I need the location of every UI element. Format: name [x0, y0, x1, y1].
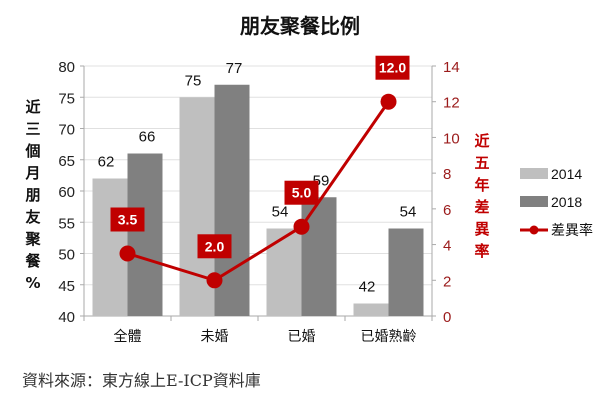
chart-title: 朋友聚餐比例	[240, 14, 360, 38]
legend-swatch-2014	[520, 168, 548, 179]
diff-rate-label-box	[197, 234, 232, 259]
diff-rate-label: 12.0	[379, 60, 406, 76]
data-source: 資料來源：東方線上E-ICP資料庫	[22, 371, 261, 390]
diff-rate-label-box	[110, 207, 145, 232]
right-axis-tick-label: 10	[443, 130, 460, 147]
bar-2018	[301, 197, 337, 316]
right-axis-tick-label: 6	[443, 202, 451, 219]
bar-2014	[266, 228, 302, 316]
diff-rate-label: 3.5	[118, 212, 138, 228]
right-axis-tick-label: 8	[443, 166, 451, 183]
legend-label-2018: 2018	[551, 194, 582, 210]
diff-rate-marker	[119, 245, 136, 262]
bar-2014	[92, 178, 128, 316]
bar-2014-value: 54	[272, 204, 289, 221]
left-axis-tick-label: 45	[58, 278, 75, 295]
right-axis-tick-label: 0	[443, 309, 451, 326]
diff-rate-label-box	[375, 55, 410, 80]
right-axis-tick-label: 12	[443, 95, 460, 112]
left-axis-label: 近三個月朋友聚餐%	[25, 98, 41, 292]
legend-label-diff: 差異率	[551, 222, 593, 239]
x-axis-category-label: 已婚	[288, 329, 316, 345]
bar-2018-value: 66	[139, 129, 156, 146]
bar-2014-value: 42	[359, 279, 376, 296]
right-axis-tick-label: 14	[443, 59, 460, 76]
legend-swatch-2018	[520, 196, 548, 207]
diff-rate-marker	[380, 93, 397, 110]
diff-rate-label: 5.0	[292, 185, 312, 201]
diff-rate-label: 2.0	[205, 238, 225, 254]
left-axis-tick-label: 75	[58, 90, 75, 107]
bar-2018-value: 54	[400, 204, 417, 221]
bar-2018-value: 77	[226, 60, 243, 77]
right-axis-tick-label: 4	[443, 238, 451, 255]
x-axis-category-label: 未婚	[201, 329, 229, 345]
right-axis-label: 近五年差異率	[474, 132, 490, 260]
bar-2014	[353, 303, 389, 316]
diff-rate-label-box	[284, 180, 319, 205]
legend-marker-diff	[529, 225, 539, 235]
bar-2014-value: 62	[98, 154, 115, 171]
left-axis-tick-label: 50	[58, 247, 75, 264]
left-axis-tick-label: 55	[58, 215, 75, 232]
left-axis-tick-label: 60	[58, 184, 75, 201]
diff-rate-marker	[206, 272, 223, 289]
left-axis-tick-label: 40	[58, 309, 75, 326]
bar-2018	[127, 153, 163, 316]
legend-label-2014: 2014	[551, 166, 582, 182]
diff-rate-line	[127, 100, 390, 282]
x-axis-category-label: 全體	[114, 328, 142, 345]
left-axis-tick-label: 70	[58, 122, 75, 139]
diff-rate-marker	[293, 218, 310, 235]
left-axis-tick-label: 80	[58, 59, 75, 76]
x-axis-category-label: 已婚熟齡	[361, 329, 417, 345]
left-axis-tick-label: 65	[58, 153, 75, 170]
bar-2014-value: 75	[185, 72, 202, 89]
bar-2018	[388, 228, 424, 316]
right-axis-tick-label: 2	[443, 273, 451, 290]
